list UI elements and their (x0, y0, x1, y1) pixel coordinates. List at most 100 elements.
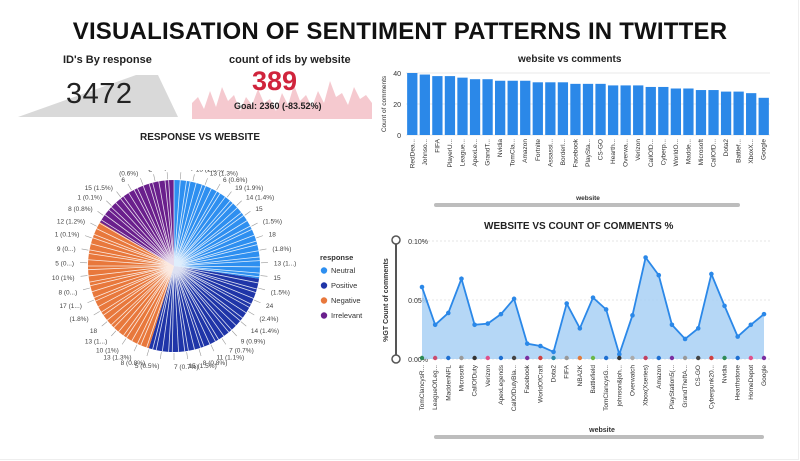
pie-data-label: (1.8%) (272, 246, 291, 253)
bar-21[interactable] (670, 88, 682, 136)
area-point-19[interactable] (669, 322, 675, 328)
area-point-16[interactable] (630, 313, 635, 318)
bar-6[interactable] (482, 79, 493, 135)
area-point-17[interactable] (643, 255, 648, 260)
bar-0[interactable] (407, 73, 418, 135)
area-point-0[interactable] (419, 284, 425, 290)
area-chart[interactable]: %GT Count of comments 0.00% 0.05% 0.10% TomC… (376, 232, 786, 457)
area-point-10[interactable] (551, 349, 556, 355)
bar-5[interactable] (469, 79, 481, 135)
pie-divider-line (93, 233, 175, 267)
area-x-tick: WorldOfCraft (537, 365, 544, 403)
bar-12[interactable] (557, 82, 569, 135)
bar-19[interactable] (645, 86, 656, 135)
area-point-1[interactable] (432, 322, 438, 328)
area-point-26[interactable] (761, 311, 767, 317)
bar-24[interactable] (708, 90, 719, 135)
area-point-7[interactable] (511, 296, 517, 302)
area-point-20[interactable] (682, 336, 688, 342)
area-point-12[interactable] (577, 326, 583, 331)
bar-28[interactable] (758, 97, 769, 135)
bar-16[interactable] (607, 85, 619, 135)
pie-data-label: (0.2%) (148, 170, 167, 171)
bar-9[interactable] (520, 80, 531, 135)
area-point-11[interactable] (564, 301, 569, 306)
pie-divider-line (88, 265, 175, 271)
bar-scrollbar[interactable] (434, 203, 740, 207)
area-point-15[interactable] (617, 351, 622, 357)
bar-26[interactable] (733, 91, 744, 135)
pie-divider-line (111, 265, 175, 326)
bar-27[interactable] (746, 93, 757, 135)
area-scrollbar[interactable] (434, 435, 764, 439)
area-point-24[interactable] (735, 334, 740, 339)
pie-data-label: 18 (269, 232, 277, 239)
area-point-18[interactable] (656, 272, 662, 278)
pie-divider-line (173, 265, 219, 340)
pie-divider-line (98, 265, 175, 308)
area-point-13[interactable] (590, 295, 596, 300)
pie-label-leader (240, 321, 247, 327)
pie-divider-line (161, 265, 175, 352)
area-point-9[interactable] (538, 343, 543, 349)
pie-divider-line (128, 192, 175, 267)
area-point-6[interactable] (498, 311, 504, 317)
bar-4[interactable] (457, 77, 468, 135)
pie-divider-line (89, 265, 175, 283)
pie-data-label: 10 (1%) (52, 275, 75, 282)
area-base-marker (669, 355, 675, 361)
bar-14[interactable] (582, 83, 594, 135)
bar-13[interactable] (570, 83, 581, 135)
pie-divider-line (131, 265, 175, 342)
area-point-5[interactable] (485, 321, 491, 326)
pie-chart[interactable]: 18 (1.8%)13 (1.3%)13 (1.3%)6 (0.6%)19 (1… (0, 170, 380, 460)
pie-divider-line (173, 265, 260, 278)
bar-18[interactable] (633, 85, 644, 135)
range-slider-handle-top[interactable] (391, 235, 401, 245)
area-point-2[interactable] (446, 310, 451, 316)
area-point-14[interactable] (603, 307, 609, 312)
area-point-25[interactable] (748, 322, 754, 328)
pie-data-label: (0.6%) (119, 171, 138, 178)
area-point-4[interactable] (472, 322, 477, 328)
bar-chart[interactable]: Count of comments 0 20 40 RedDea... Johnso...… (376, 62, 776, 212)
area-base-marker (630, 355, 635, 361)
pie-divider-line (173, 265, 201, 348)
pie-divider-line (155, 265, 175, 351)
pie-data-label: 19 (1.9%) (235, 185, 263, 192)
pie-slice-irrelevant[interactable] (100, 180, 174, 266)
area-x-tick: CallOfDutyBla... (511, 365, 518, 411)
pie-divider-line (123, 265, 175, 336)
area-point-3[interactable] (459, 276, 464, 282)
bar-1[interactable] (419, 74, 430, 135)
bar-10[interactable] (532, 82, 543, 135)
bar-8[interactable] (507, 80, 518, 135)
kpi1-value: 3472 (66, 78, 133, 110)
bar-25[interactable] (720, 91, 732, 135)
range-slider-handle-bottom[interactable] (391, 354, 401, 364)
pie-label-leader (260, 275, 268, 277)
area-point-23[interactable] (722, 303, 727, 309)
bar-23[interactable] (695, 90, 707, 135)
bar-2[interactable] (432, 76, 443, 135)
area-point-8[interactable] (524, 341, 530, 346)
pie-label-leader (221, 338, 227, 345)
area-point-22[interactable] (709, 271, 714, 277)
pie-divider-line (133, 189, 175, 267)
kpi2-label: count of ids by website (229, 54, 351, 66)
bar-20[interactable] (658, 86, 669, 135)
bar-15[interactable] (595, 83, 606, 135)
area-base-marker (617, 355, 622, 361)
bar-x-tick: Fortnite (535, 139, 542, 161)
bar-22[interactable] (683, 88, 694, 136)
pie-label-leader (140, 178, 144, 185)
bar-3[interactable] (444, 76, 456, 135)
pie-divider-line (173, 200, 231, 267)
area-y-axis-title: %GT Count of comments (383, 258, 390, 342)
pie-data-label: 24 (266, 303, 274, 310)
bar-11[interactable] (545, 82, 556, 135)
bar-7[interactable] (494, 80, 506, 135)
bar-17[interactable] (620, 85, 631, 135)
bar-x-tick: RedDea... (409, 139, 416, 168)
area-point-21[interactable] (695, 326, 701, 331)
